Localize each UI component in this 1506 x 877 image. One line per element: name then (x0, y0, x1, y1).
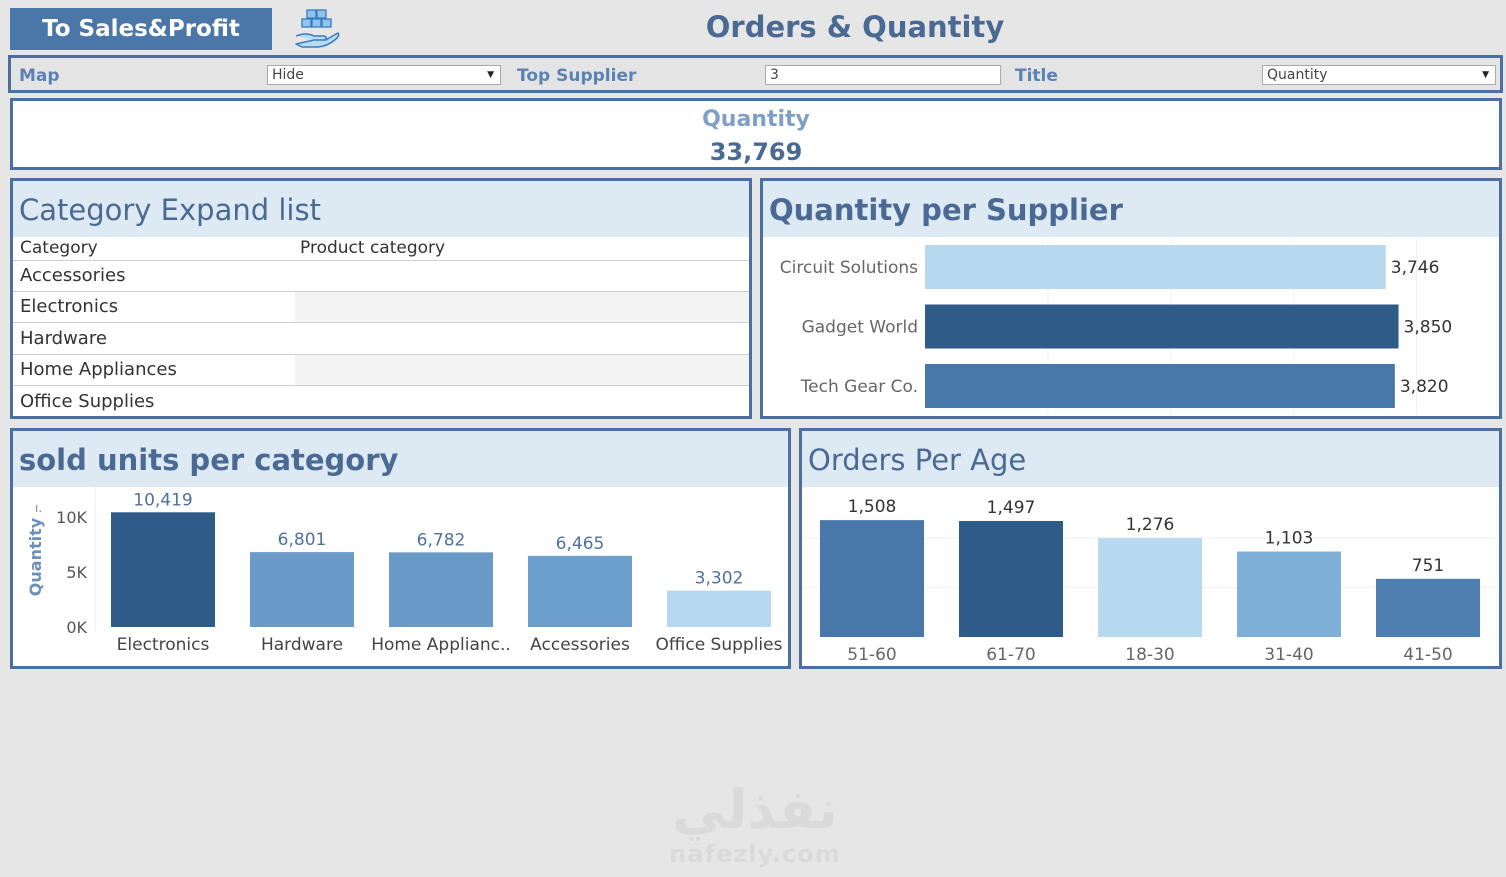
age-bar (820, 520, 924, 637)
list-item[interactable]: Accessories (13, 261, 749, 292)
x-tick-label: Office Supplies (656, 635, 783, 655)
panel-header: Quantity per Supplier (763, 181, 1499, 237)
data-label: 1,497 (987, 498, 1036, 518)
to-sales-profit-button[interactable]: To Sales&Profit (10, 8, 272, 50)
x-tick-label: Hardware (261, 635, 343, 655)
column-header: Category (20, 238, 98, 258)
kpi-value: 33,769 (709, 138, 803, 166)
list-item[interactable]: Home Appliances (13, 355, 749, 386)
category-bar (528, 555, 632, 627)
page-title: Orders & Quantity (705, 10, 1005, 44)
age-bar-chart: 1,508 51-60 1,497 61-70 1,276 18-30 1,103 31-40… (802, 497, 1499, 665)
data-label: 6,782 (417, 530, 466, 550)
supplier-bar (925, 304, 1399, 349)
category-bar (250, 552, 354, 627)
title-filter-label: Title (1015, 66, 1058, 86)
map-filter-label: Map (19, 66, 60, 86)
quantity-kpi-card: Quantity 33,769 (10, 98, 1502, 170)
category-bar (389, 552, 493, 627)
category-name: Hardware (20, 328, 107, 349)
category-name: Home Appliances (20, 359, 177, 380)
watermark-arabic: نفذلي (672, 778, 838, 841)
y-tick-label: 10K (56, 508, 87, 527)
y-axis-title: Quantity (26, 517, 45, 596)
x-tick-label: Accessories (530, 635, 630, 655)
orders-per-age-panel: Orders Per Age 1,508 51-60 1,497 61-70 1,276… (799, 428, 1502, 669)
data-label: 3,850 (1404, 318, 1453, 338)
panel-header: Category Expand list (13, 181, 749, 237)
data-label: 751 (1412, 556, 1444, 576)
x-tick-label: Home Applianc.. (371, 635, 511, 655)
data-label: 3,302 (695, 569, 744, 589)
list-item[interactable]: Hardware (13, 324, 749, 355)
category-name: Accessories (20, 265, 126, 286)
chevron-down-icon: ▼ (487, 70, 494, 80)
category-bar (111, 512, 215, 627)
hand-boxes-icon (292, 6, 342, 54)
map-dropdown-value: Hide (272, 67, 304, 83)
data-label: 1,103 (1265, 529, 1314, 549)
filter-bar: Map Hide ▼ Top Supplier 3 Title Quantity… (8, 55, 1503, 93)
panel-title: Category Expand list (19, 193, 321, 227)
top-supplier-filter-label: Top Supplier (517, 66, 637, 86)
top-supplier-input-value: 3 (770, 67, 779, 83)
panel-header: sold units per category (13, 431, 788, 487)
data-label: 10,419 (133, 490, 192, 510)
data-label: 3,746 (1391, 258, 1440, 278)
title-dropdown[interactable]: Quantity ▼ (1262, 65, 1496, 85)
x-tick-label: 31-40 (1264, 645, 1313, 665)
sold-units-per-category-panel: sold units per category Quantity ı. 0K 5K 10… (10, 428, 791, 669)
panel-title: sold units per category (19, 443, 399, 477)
quantity-per-supplier-panel: Quantity per Supplier Circuit Solutions 3… (760, 178, 1502, 419)
y-tick-label: 5K (66, 563, 87, 582)
x-tick-label: 41-50 (1403, 645, 1452, 665)
list-item[interactable]: Office Supplies (13, 387, 749, 418)
kpi-label: Quantity (702, 107, 810, 132)
data-label: 1,508 (848, 497, 897, 517)
map-dropdown[interactable]: Hide ▼ (267, 65, 501, 85)
y-tick-label: 0K (66, 618, 87, 637)
category-bar-chart: Quantity ı. 0K 5K 10K 10,419 Electronics 6,801 H… (26, 487, 783, 655)
chevron-down-icon: ▼ (1482, 70, 1489, 80)
column-header: Product category (300, 238, 446, 258)
supplier-bar (925, 245, 1386, 289)
sort-icon: ı. (35, 501, 42, 515)
category-name: Electronics (20, 296, 119, 317)
category-name: Office Supplies (20, 391, 155, 412)
supplier-label: Gadget World (802, 318, 918, 338)
x-tick-label: 18-30 (1125, 645, 1174, 665)
age-bar (1237, 551, 1341, 637)
top-supplier-input[interactable]: 3 (765, 65, 1001, 85)
supplier-bar-chart: Circuit Solutions 3,746 Gadget World 3,850 T… (780, 237, 1453, 415)
age-bar (1098, 538, 1202, 637)
panel-title: Quantity per Supplier (769, 193, 1123, 227)
list-header: Category Product category (13, 237, 749, 261)
watermark: نفذلي nafezly.com (640, 778, 870, 869)
category-expand-list-panel: Category Expand list Category Product ca… (10, 178, 752, 419)
title-dropdown-value: Quantity (1267, 67, 1328, 83)
supplier-label: Circuit Solutions (780, 258, 918, 278)
age-bar (1376, 578, 1480, 637)
x-tick-label: Electronics (117, 635, 210, 655)
panel-header: Orders Per Age (802, 431, 1499, 487)
data-label: 3,820 (1400, 377, 1449, 397)
watermark-latin: nafezly.com (669, 840, 841, 868)
supplier-bar (925, 364, 1395, 408)
data-label: 6,465 (556, 534, 605, 554)
x-tick-label: 61-70 (986, 645, 1035, 665)
age-bar (959, 520, 1063, 637)
panel-title: Orders Per Age (808, 443, 1027, 477)
data-label: 1,276 (1126, 515, 1175, 535)
category-bar (667, 590, 771, 627)
supplier-label: Tech Gear Co. (800, 377, 918, 397)
list-item[interactable]: Electronics (13, 292, 749, 323)
data-label: 6,801 (278, 530, 327, 550)
x-tick-label: 51-60 (847, 645, 896, 665)
